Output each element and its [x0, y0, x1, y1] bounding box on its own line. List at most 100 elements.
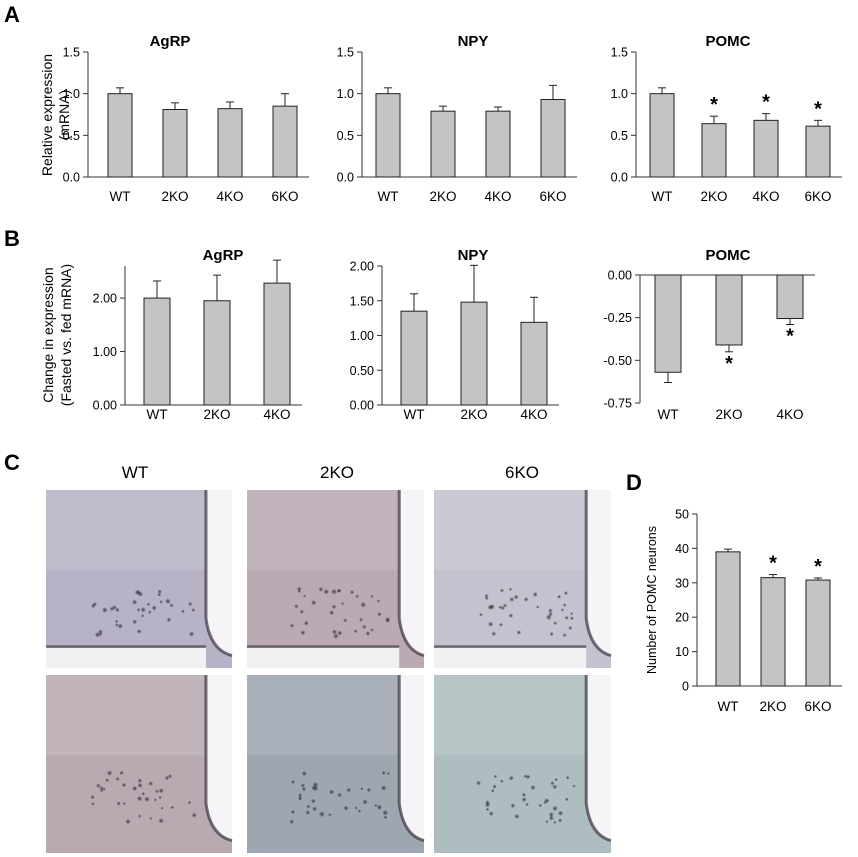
x-category-label: 4KO	[263, 407, 290, 422]
micrograph-haze	[46, 675, 232, 756]
stained-neuron	[137, 782, 143, 789]
stained-neuron	[328, 789, 335, 795]
stained-neuron	[343, 805, 349, 811]
stained-neuron	[191, 608, 196, 613]
stained-neuron	[301, 770, 307, 777]
stained-neuron	[300, 630, 306, 636]
stained-neuron	[105, 778, 110, 783]
bar-4ko	[217, 108, 243, 178]
stained-neuron	[553, 621, 558, 626]
x-category-label: 2KO	[759, 699, 786, 714]
stained-neuron	[349, 590, 355, 595]
stained-neuron	[572, 784, 576, 788]
stained-neuron	[514, 813, 520, 820]
stained-neuron	[148, 781, 154, 787]
chart-b-agrp: AgRP 0.00 1.00 2.00 WT 2KO 4KO Change in expres…	[40, 247, 302, 422]
x-category-label: 4KO	[752, 189, 779, 204]
stained-neuron	[492, 784, 497, 789]
chart-b-npy: NPY 0.00 0.50 1.00 1.50 2.00 WT 2KO 4KO	[350, 247, 559, 422]
bar-2ko	[701, 123, 727, 178]
y-tick-label: 50	[675, 508, 689, 522]
micrograph-bottom-wt	[46, 675, 233, 853]
chart-a-npy: NPY 0.0 0.5 1.0 1.5 WT 2KO 4KO 6KO	[337, 33, 577, 204]
stained-neuron	[370, 628, 374, 632]
ventricle-border	[397, 675, 425, 842]
stained-neuron	[167, 774, 173, 779]
stained-neuron	[312, 806, 318, 812]
stained-neuron	[289, 623, 295, 628]
bar-6ko	[540, 99, 566, 178]
y-tick-label: 0.00	[608, 269, 632, 283]
bar-4ko	[485, 110, 511, 178]
stained-neuron	[159, 600, 164, 604]
y-axis-label: Number of POMC neurons	[645, 526, 659, 674]
stained-neuron	[298, 795, 302, 800]
micrograph-grid: WT 2KO 6KO	[46, 463, 612, 853]
stained-neuron	[553, 820, 557, 825]
stained-neuron	[166, 617, 172, 623]
y-tick-label: 1.5	[63, 46, 80, 60]
micrograph-background	[434, 490, 611, 668]
stained-neuron	[331, 604, 337, 610]
stained-neuron	[153, 798, 158, 802]
stained-neuron	[300, 783, 306, 788]
bar-wt	[143, 297, 171, 406]
chart-title: AgRP	[150, 33, 191, 50]
stained-neuron	[548, 815, 555, 821]
stained-neuron	[140, 614, 145, 618]
stained-neuron	[340, 601, 345, 606]
bar-wt	[375, 93, 401, 178]
y-tick-label: 0.0	[611, 171, 628, 185]
y-tick-label: 0.5	[63, 129, 80, 143]
stained-neuron	[562, 633, 567, 638]
x-category-label: 2KO	[715, 407, 742, 422]
y-tick-label: 0.5	[611, 129, 628, 143]
ventricle-area	[586, 490, 611, 656]
stained-neuron	[111, 604, 118, 611]
stained-neuron	[116, 801, 121, 806]
chart-title: NPY	[458, 247, 489, 264]
micrograph-column-label-2ko: 2KO	[320, 463, 354, 482]
stained-neuron	[365, 631, 371, 636]
stained-neuron	[484, 596, 489, 601]
stained-neuron	[548, 608, 553, 614]
micrograph-bottom-2ko	[247, 675, 425, 853]
stained-neuron	[181, 609, 185, 614]
x-category-label: 2KO	[700, 189, 727, 204]
panel-label-d: D	[626, 470, 642, 495]
bar-wt	[715, 551, 741, 687]
stained-neuron	[96, 783, 101, 788]
stained-neuron	[119, 770, 124, 776]
stained-neuron	[386, 771, 391, 776]
stained-neuron	[488, 811, 494, 817]
bar-4ko	[753, 119, 779, 178]
stained-neuron	[476, 780, 482, 786]
x-category-label: 2KO	[460, 407, 487, 422]
y-tick-label: 0	[682, 680, 689, 694]
micrograph-haze	[434, 490, 611, 571]
stained-neuron	[535, 605, 540, 609]
bar-6ko	[805, 125, 831, 178]
tissue-edge	[434, 646, 587, 668]
stained-neuron	[157, 589, 163, 595]
stained-neuron	[570, 611, 574, 616]
micrograph-top-2ko	[247, 490, 425, 668]
x-category-label: 2KO	[203, 407, 230, 422]
stained-neuron	[532, 591, 538, 598]
stained-neuron	[337, 630, 343, 636]
stained-neuron	[530, 784, 536, 791]
bar-4ko	[776, 274, 804, 320]
stained-neuron	[380, 785, 387, 791]
stained-neuron	[362, 799, 368, 805]
stained-neuron	[187, 800, 192, 805]
significance-star: *	[769, 553, 777, 575]
bar-6ko	[805, 579, 831, 687]
stained-neuron	[136, 607, 141, 612]
stained-neuron	[141, 791, 146, 796]
stained-neuron	[545, 820, 549, 824]
significance-star: *	[814, 98, 822, 120]
stained-neuron	[136, 628, 142, 634]
bar-2ko	[760, 577, 786, 687]
stained-neuron	[385, 618, 390, 623]
stained-neuron	[301, 786, 307, 792]
